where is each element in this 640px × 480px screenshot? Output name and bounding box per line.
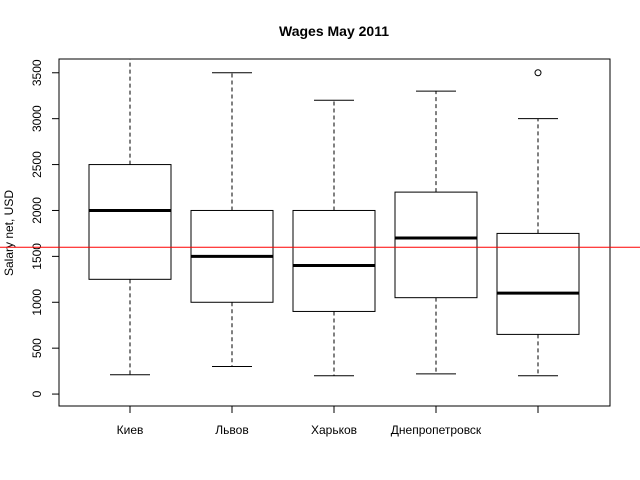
box bbox=[496, 232, 580, 335]
y-tick-label: 500 bbox=[30, 338, 44, 358]
x-tick-label: Львов bbox=[215, 423, 248, 437]
x-tick-label: Харьков bbox=[311, 423, 357, 437]
chart-marks: 0 500 1000 1500 2000 2500 3000 3500 Киев Львов Хар… bbox=[0, 58, 640, 437]
outlier-point bbox=[534, 69, 542, 77]
y-tick-label: 3500 bbox=[30, 59, 44, 86]
chart-title: Wages May 2011 bbox=[279, 23, 389, 39]
y-tick-label: 3000 bbox=[30, 105, 44, 132]
x-tick-label: Днепропетровск bbox=[391, 423, 482, 437]
y-tick-label: 1500 bbox=[30, 243, 44, 270]
y-axis-label: Salary net, USD bbox=[2, 190, 16, 276]
y-tick-label: 2500 bbox=[30, 151, 44, 178]
y-tick-label: 0 bbox=[30, 390, 44, 397]
y-tick-label: 1000 bbox=[30, 289, 44, 316]
y-tick-label: 2000 bbox=[30, 197, 44, 224]
box bbox=[292, 209, 376, 312]
box bbox=[394, 191, 478, 299]
box bbox=[88, 164, 172, 280]
x-tick-label: Киев bbox=[117, 423, 144, 437]
